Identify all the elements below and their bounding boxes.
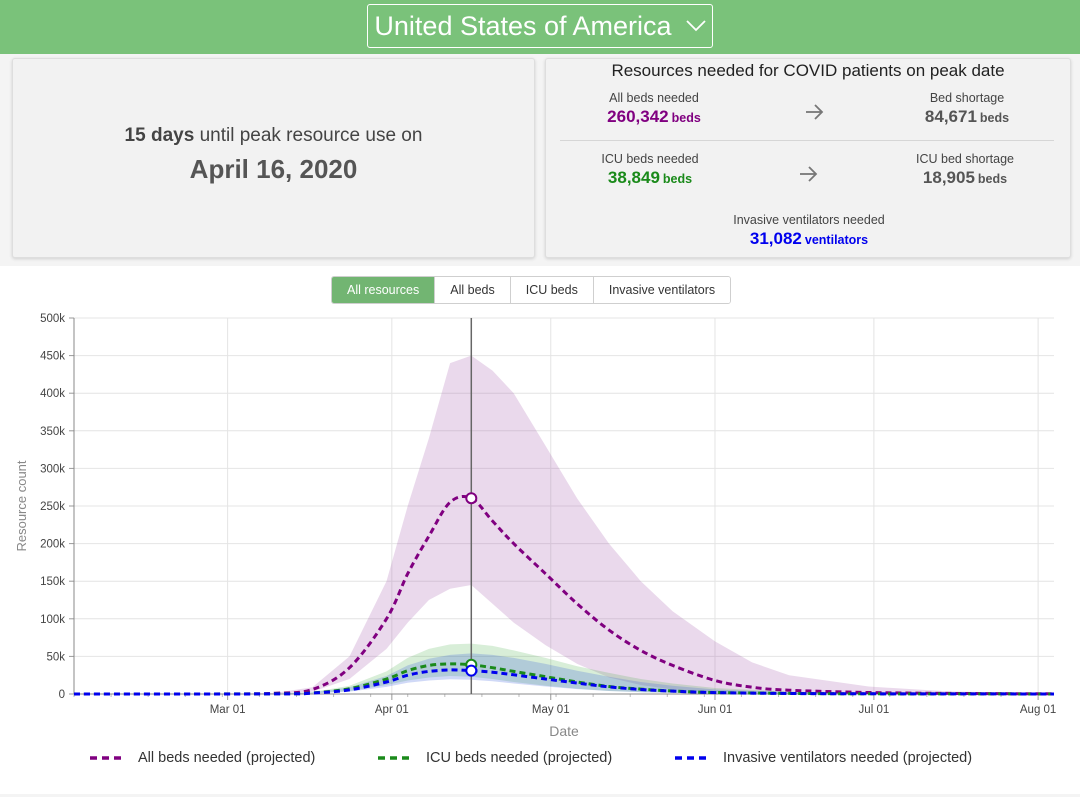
ventilators-label: Invasive ventilators needed — [733, 213, 885, 227]
legend-item-ventilators: Invasive ventilators needed (projected) — [675, 750, 972, 766]
icu-beds-value: 38,849 — [607, 168, 660, 187]
legend-swatch-all-beds — [90, 756, 126, 760]
icu-beds-needed: ICU beds needed 38,849 beds — [555, 152, 745, 188]
resource-tabs: All resources All beds ICU beds Invasive… — [331, 276, 732, 304]
legend-label-icu-beds: ICU beds needed (projected) — [426, 750, 613, 766]
chart-panel: All resources All beds ICU beds Invasive… — [0, 266, 1080, 794]
x-tick-label: Jul 01 — [859, 704, 890, 716]
bed-shortage-unit: beds — [979, 111, 1010, 125]
bed-shortage-label: Bed shortage — [929, 91, 1005, 105]
chevron-down-icon — [685, 20, 706, 32]
country-name: United States of America — [374, 10, 672, 41]
resources-title: Resources needed for COVID patients on p… — [611, 61, 1005, 80]
icu-shortage-unit: beds — [977, 172, 1008, 186]
y-tick-label: 50k — [46, 651, 65, 663]
x-tick-label: May 01 — [532, 704, 570, 716]
y-tick-label: 0 — [59, 689, 65, 701]
tab-all-resources[interactable]: All resources — [332, 277, 435, 303]
peak-date: April 16, 2020 — [189, 154, 358, 184]
all-beds-needed: All beds needed 260,342 beds — [559, 91, 749, 127]
arrow-right-icon — [800, 166, 818, 182]
y-tick-label: 400k — [40, 388, 65, 400]
peak-marker-ventilators[interactable] — [465, 664, 478, 677]
x-tick-label: Jun 01 — [698, 704, 733, 716]
chart-legend: All beds needed (projected) ICU beds nee… — [0, 750, 1080, 772]
top-bar: United States of America — [0, 0, 1080, 54]
y-tick-label: 350k — [40, 426, 65, 438]
x-tick-label: Mar 01 — [210, 704, 246, 716]
line-all-beds — [74, 494, 1055, 696]
y-tick-label: 250k — [40, 501, 65, 513]
divider — [560, 140, 1054, 141]
peak-until-text: until peak resource use on — [199, 125, 423, 146]
peak-date-card: 15 days until peak resource use on April… — [12, 58, 535, 258]
all-beds-value: 260,342 — [607, 107, 669, 126]
y-tick-label: 450k — [40, 351, 65, 363]
bed-shortage-value: 84,671 — [924, 107, 977, 126]
country-selector[interactable]: United States of America — [367, 4, 713, 48]
resource-chart: 0 50k 100k 150k 200k 250k 300k 350k 400k 450k 500k… — [14, 313, 1056, 739]
icu-beds-label: ICU beds needed — [601, 152, 699, 166]
x-tick-label: Aug 01 — [1020, 704, 1056, 716]
legend-label-all-beds: All beds needed (projected) — [138, 750, 316, 766]
y-tick-label: 150k — [40, 576, 65, 588]
legend-item-icu-beds: ICU beds needed (projected) — [378, 750, 612, 766]
legend-swatch-ventilators — [675, 756, 711, 760]
all-beds-label: All beds needed — [609, 91, 699, 105]
y-tick-label: 500k — [40, 313, 65, 325]
tab-icu-beds[interactable]: ICU beds — [509, 277, 593, 303]
legend-label-ventilators: Invasive ventilators needed (projected) — [723, 750, 973, 766]
band-ventilators — [74, 653, 1054, 694]
ventilators-value: 31,082 — [749, 229, 802, 248]
line-ventilators — [73, 668, 1055, 696]
icu-shortage-label: ICU bed shortage — [916, 152, 1014, 166]
y-tick-label: 200k — [40, 539, 65, 551]
resources-card: Resources needed for COVID patients on p… — [545, 58, 1071, 258]
y-tick-label: 100k — [40, 614, 65, 626]
icu-bed-shortage: ICU bed shortage 18,905 beds — [870, 152, 1060, 188]
ventilators-unit: ventilators — [804, 233, 869, 247]
band-icu-beds — [74, 643, 1054, 694]
all-beds-unit: beds — [671, 111, 701, 125]
arrow-right-icon — [806, 104, 824, 120]
x-axis-label: Date — [549, 723, 579, 739]
peak-marker-all-beds[interactable] — [465, 492, 478, 505]
bed-shortage: Bed shortage 84,671 beds — [872, 91, 1062, 127]
x-tick-label: Apr 01 — [375, 704, 409, 716]
y-axis-label: Resource count — [14, 460, 29, 551]
band-all-beds — [74, 355, 1054, 694]
tab-all-beds[interactable]: All beds — [434, 277, 510, 303]
icu-shortage-value: 18,905 — [922, 168, 975, 187]
icu-beds-unit: beds — [662, 172, 693, 186]
ventilators-needed: Invasive ventilators needed 31,082 ventil… — [664, 213, 954, 249]
peak-days: 15 days — [124, 125, 195, 146]
peak-countdown: 15 days until peak resource use on — [13, 125, 534, 147]
legend-item-all-beds: All beds needed (projected) — [90, 750, 315, 766]
tab-invasive-ventilators[interactable]: Invasive ventilators — [592, 277, 731, 303]
y-tick-label: 300k — [40, 463, 65, 475]
legend-swatch-icu-beds — [378, 756, 414, 760]
